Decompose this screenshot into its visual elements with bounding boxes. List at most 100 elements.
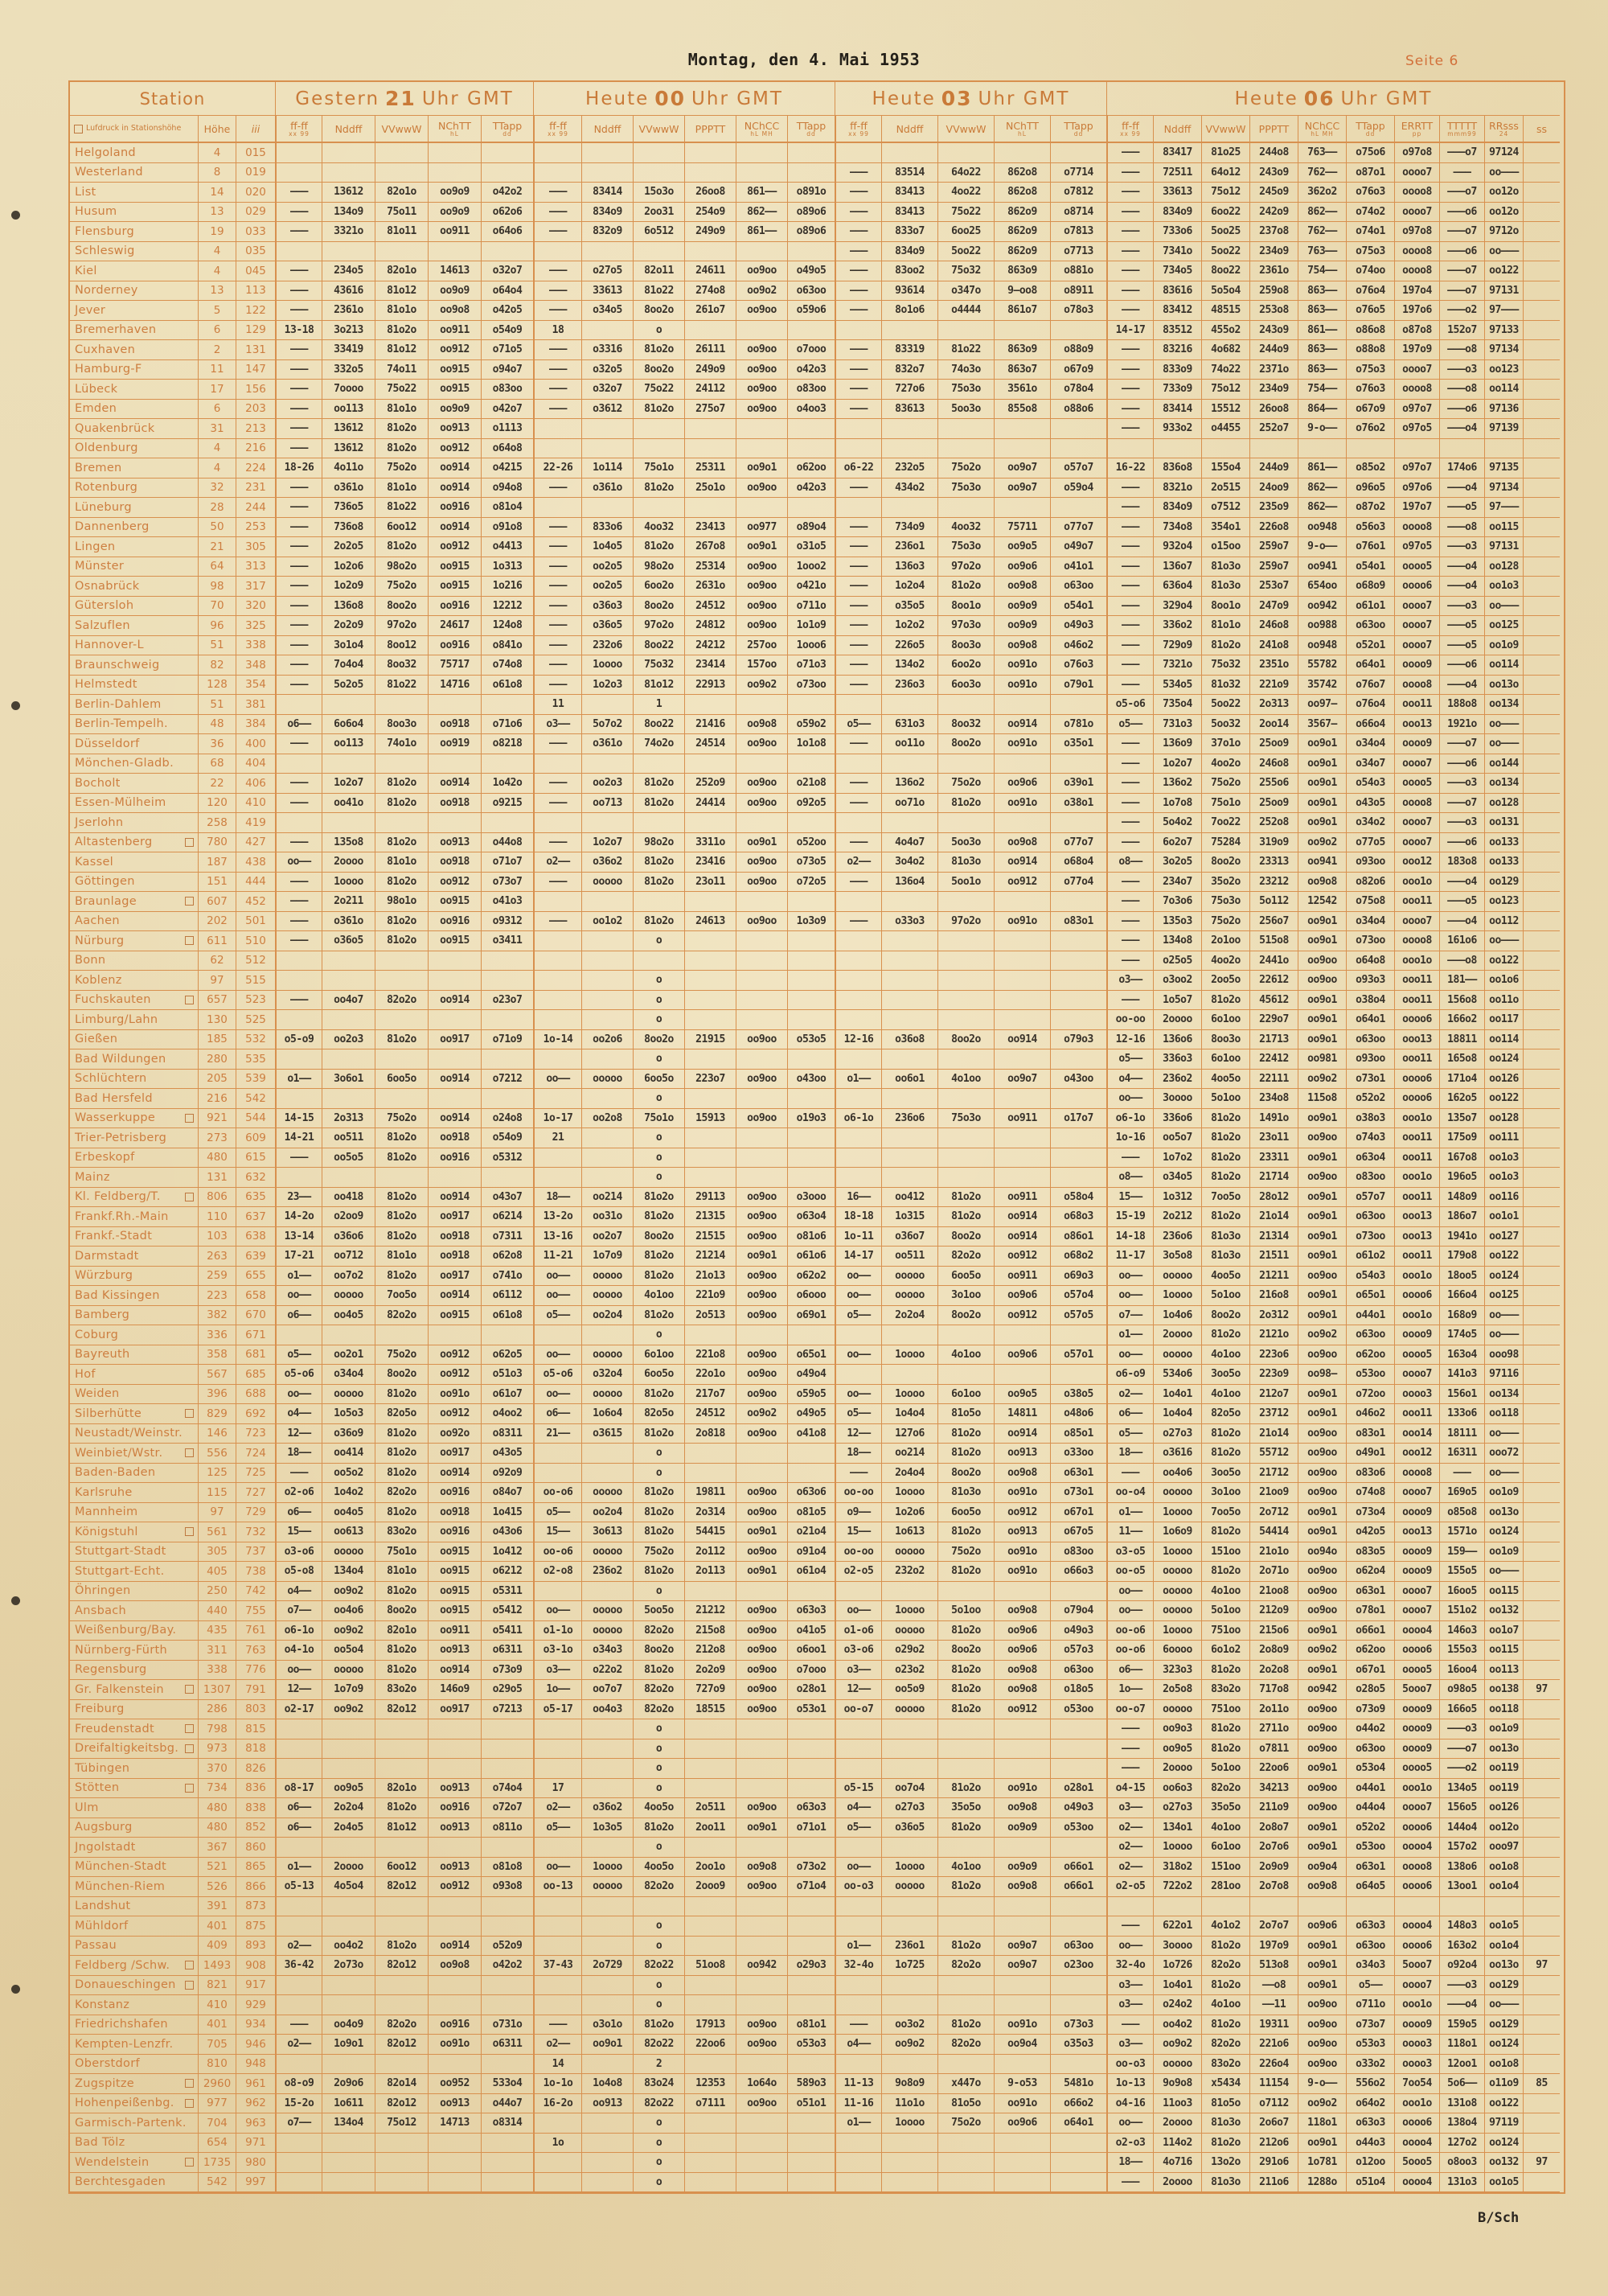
obs-value: o46o2 — [1347, 1404, 1395, 1424]
obs-value: oo418 — [322, 1187, 375, 1207]
obs-value: ——— — [275, 577, 322, 597]
column-label-ss: ss — [1524, 116, 1560, 143]
obs-value — [1347, 438, 1395, 458]
obs-value — [1524, 400, 1560, 419]
obs-value — [1524, 203, 1560, 222]
obs-value: o79o3 — [1051, 1029, 1107, 1049]
obs-value: oo126 — [1485, 1798, 1524, 1818]
obs-value: oo9o1 — [1298, 1226, 1347, 1247]
obs-value: 212o6 — [1250, 2133, 1298, 2153]
obs-value — [882, 951, 938, 971]
obs-value: o9312 — [482, 911, 534, 931]
station-name: Hannover-L — [70, 635, 199, 655]
obs-value — [582, 162, 634, 183]
obs-value: oo9o1 — [1298, 931, 1347, 951]
station-height: 4 — [199, 458, 236, 479]
obs-value: ——— — [835, 183, 882, 203]
obs-value: 6o1oo — [634, 1345, 685, 1365]
table-group-header-row: Station Gestern 21 Uhr GMT Heute 00 Uhr GMT Heu… — [70, 82, 1564, 116]
obs-value: oo91o — [429, 1384, 482, 1404]
obs-value: ———o3 — [1440, 537, 1485, 557]
obs-value — [995, 438, 1051, 458]
obs-value: o7714 — [1051, 162, 1107, 183]
obs-value: 1o1o9 — [788, 616, 835, 636]
obs-value: 74o3o — [938, 359, 995, 380]
table-row: Trier-Petrisberg 273 609 14-21 oo511 81o2o oo9… — [70, 1128, 1564, 1148]
col-label: ff-ff — [1122, 119, 1139, 132]
obs-value: oo9o1 — [1298, 990, 1347, 1010]
obs-value — [1051, 1739, 1107, 1759]
obs-value: oo911 — [995, 1266, 1051, 1286]
table-row: Kiel 4 045 ——— 234o5 82o1o 14613 o32o7 ——— o27o5 8… — [70, 261, 1564, 281]
obs-value: 2o6o7 — [1250, 2113, 1298, 2134]
column-label-nchtt: NChTT hL — [995, 116, 1051, 143]
obs-value: ooooo — [1154, 1562, 1202, 1582]
obs-value: oo71o — [882, 793, 938, 813]
obs-value: o6—— — [275, 1305, 322, 1325]
obs-value: 217o7 — [685, 1384, 736, 1404]
obs-value: ——— — [275, 832, 322, 852]
obs-value: 1o613 — [882, 1522, 938, 1542]
obs-value: o54o3 — [1347, 774, 1395, 794]
obs-value: o33o2 — [1347, 2054, 1395, 2074]
obs-value: 21714 — [1250, 1168, 1298, 1188]
table-row: Schleswig 4 035 ——— 834o9 5oo22 862o9 o7713 ——— 7… — [70, 241, 1564, 261]
obs-value — [736, 2172, 788, 2192]
station-name: Münster — [70, 557, 199, 577]
obs-value: oo——— — [1485, 1463, 1524, 1483]
obs-value: oo9o6 — [995, 1286, 1051, 1306]
station-name: Husum — [70, 202, 199, 222]
obs-value: 8oo2o — [938, 1226, 995, 1247]
obs-value: 2o313 — [1250, 695, 1298, 715]
obs-value: ooo11 — [1395, 1404, 1440, 1424]
obs-value: o97o6 — [1395, 478, 1440, 498]
obs-value: oo915 — [429, 1581, 482, 1601]
station-name: Nürnberg-Fürth — [70, 1641, 199, 1661]
obs-value: 83o24 — [634, 2074, 685, 2094]
obs-value — [938, 2054, 995, 2074]
obs-value: 24212 — [685, 635, 736, 655]
obs-value: o77o7 — [1051, 517, 1107, 537]
obs-value — [835, 498, 882, 518]
obs-value: 8oo2o — [938, 1305, 995, 1325]
obs-value: o63o3 — [1347, 1916, 1395, 1937]
obs-value — [1051, 1168, 1107, 1188]
obs-value: 6o1oo — [938, 1384, 995, 1404]
obs-value: 75o2o — [1202, 774, 1250, 794]
obs-value: ——— — [533, 872, 582, 892]
station-name: Darmstadt — [70, 1247, 199, 1267]
obs-value: oo12o — [1485, 1817, 1524, 1838]
obs-value: 82o22 — [634, 1956, 685, 1976]
obs-value: 1921o — [1440, 714, 1485, 734]
obs-value: ——— — [835, 911, 882, 931]
obs-value — [1154, 438, 1202, 458]
station-height: 187 — [199, 852, 236, 873]
obs-value: o7812 — [1051, 183, 1107, 203]
obs-value — [375, 1896, 429, 1916]
obs-value: 26oo8 — [1250, 399, 1298, 419]
obs-value — [582, 2054, 634, 2074]
obs-value: 236o6 — [882, 1108, 938, 1128]
obs-value: o76o4 — [1347, 695, 1395, 715]
station-pressure-box-icon — [185, 837, 194, 847]
obs-value — [938, 1581, 995, 1601]
obs-value: x5434 — [1202, 2074, 1250, 2094]
obs-value: 81o3o — [938, 1483, 995, 1503]
obs-value: oo914 — [429, 1108, 482, 1128]
obs-value: oo915 — [429, 359, 482, 380]
obs-value: o93o3 — [1347, 971, 1395, 991]
obs-value: o69o1 — [788, 1305, 835, 1325]
obs-value: o71o1 — [788, 1817, 835, 1838]
obs-value: 734o5 — [1154, 261, 1202, 281]
obs-value: 261o7 — [685, 301, 736, 321]
obs-value: 25o1o — [685, 478, 736, 498]
obs-value — [322, 754, 375, 774]
obs-value — [882, 1838, 938, 1858]
table-row: Regensburg 338 776 oo—— ooooo 81o2o oo914 o73o9… — [70, 1660, 1564, 1680]
station-height: 6 — [199, 320, 236, 340]
obs-value — [938, 419, 995, 439]
obs-value — [1524, 1306, 1560, 1325]
obs-value: oo2o5 — [582, 557, 634, 577]
obs-value — [1524, 873, 1560, 892]
obs-value: ———o6 — [1440, 399, 1485, 419]
